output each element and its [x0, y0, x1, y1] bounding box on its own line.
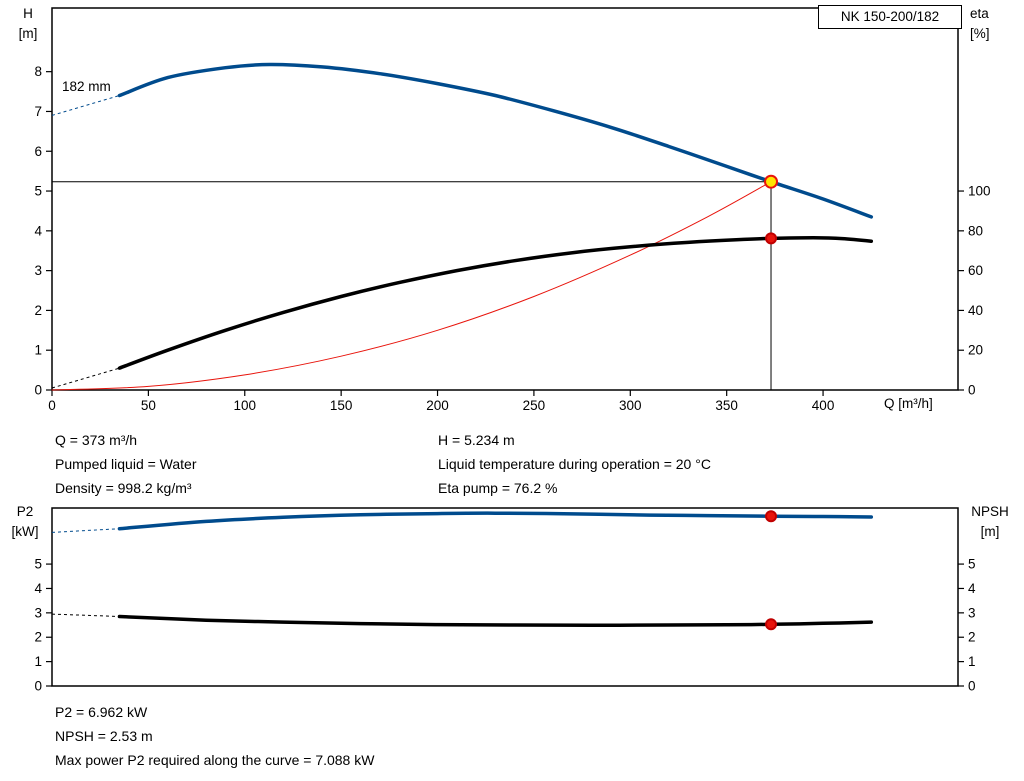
result-info: P2 = 6.962 kW NPSH = 2.53 m Max power P2…: [55, 700, 374, 772]
h-axis-title: H [m]: [6, 4, 50, 44]
y-left-tick-label: 5: [34, 557, 42, 572]
h-axis-unit: [m]: [18, 26, 38, 41]
x-tick-label: 50: [141, 398, 156, 413]
eta-point-marker[interactable]: [765, 232, 778, 245]
y-left-tick-label: 6: [34, 144, 42, 159]
y-left-tick-label: 0: [34, 679, 42, 694]
p2-curve[interactable]: [117, 511, 874, 531]
y-left-tick-label: 3: [34, 263, 42, 278]
eta-axis-unit: [%]: [970, 26, 990, 41]
p2-axis-label: P2: [16, 504, 34, 519]
y-right-tick-label: 40: [968, 303, 983, 318]
info-max-power: Max power P2 required along the curve = …: [55, 752, 375, 768]
efficiency-curve-lead: [51, 367, 120, 389]
plot-frame: [51, 7, 959, 391]
h-axis-label: H: [23, 6, 33, 21]
npsh-curve-lead: [51, 613, 120, 617]
p2-axis-unit: [kW]: [11, 524, 39, 539]
x-tick-label: 350: [715, 398, 738, 413]
npsh-curve[interactable]: [117, 614, 874, 628]
info-liquid-temperature: Liquid temperature during operation = 20…: [438, 456, 711, 472]
npsh-axis-label: NPSH: [971, 504, 1009, 519]
y-left-tick-label: 4: [34, 581, 42, 596]
duty-info-right: H = 5.234 m Liquid temperature during op…: [438, 428, 711, 500]
y-right-tick-label: 3: [968, 605, 976, 620]
duty-info-left: Q = 373 m³/h Pumped liquid = Water Densi…: [55, 428, 197, 500]
y-right-tick-label: 20: [968, 343, 983, 358]
npsh-point-marker[interactable]: [765, 618, 778, 631]
y-left-tick-label: 3: [34, 605, 42, 620]
x-tick-label: 150: [330, 398, 353, 413]
y-left-tick-label: 2: [34, 303, 42, 318]
p2-curve-lead: [51, 528, 120, 533]
y-right-tick-label: 0: [968, 679, 976, 694]
x-tick-label: 100: [234, 398, 257, 413]
head-curve[interactable]: [117, 62, 874, 219]
efficiency-curve[interactable]: [117, 236, 874, 370]
x-tick-label: 0: [48, 398, 56, 413]
x-tick-label: 300: [619, 398, 642, 413]
y-left-tick-label: 5: [34, 184, 42, 199]
y-right-tick-label: 5: [968, 557, 976, 572]
npsh-axis-title: NPSH [m]: [962, 502, 1018, 542]
eta-axis-title: eta [%]: [970, 4, 1020, 44]
system-curve[interactable]: [51, 181, 772, 391]
y-left-tick-label: 8: [34, 64, 42, 79]
p2-axis-title: P2 [kW]: [2, 502, 48, 542]
y-right-tick-label: 1: [968, 654, 976, 669]
y-right-tick-label: 2: [968, 630, 976, 645]
head-curve-lead: [51, 95, 120, 116]
p2-point-marker[interactable]: [765, 510, 778, 523]
y-left-tick-label: 7: [34, 104, 42, 119]
y-left-tick-label: 4: [34, 223, 42, 238]
info-npsh: NPSH = 2.53 m: [55, 728, 153, 744]
y-left-tick-label: 1: [34, 343, 42, 358]
y-right-tick-label: 0: [968, 383, 976, 398]
plot-frame: [51, 507, 959, 687]
impeller-diameter-label: 182 mm: [62, 79, 111, 94]
duty-point-marker[interactable]: [764, 174, 779, 189]
eta-axis-label: eta: [970, 6, 989, 21]
pump-type-box: NK 150-200/182: [818, 5, 962, 29]
y-left-tick-label: 2: [34, 630, 42, 645]
y-right-tick-label: 80: [968, 223, 983, 238]
y-left-tick-label: 1: [34, 654, 42, 669]
info-head: H = 5.234 m: [438, 432, 515, 448]
x-tick-label: 400: [812, 398, 835, 413]
y-right-tick-label: 60: [968, 263, 983, 278]
x-tick-label: 200: [426, 398, 449, 413]
npsh-axis-unit: [m]: [980, 524, 1000, 539]
q-axis-title: Q [m³/h]: [884, 396, 933, 411]
y-right-tick-label: 4: [968, 581, 976, 596]
info-flow: Q = 373 m³/h: [55, 432, 138, 448]
y-left-tick-label: 0: [34, 383, 42, 398]
x-tick-label: 250: [523, 398, 546, 413]
info-eta-pump: Eta pump = 76.2 %: [438, 480, 558, 496]
info-density: Density = 998.2 kg/m³: [55, 480, 192, 496]
info-pumped-liquid: Pumped liquid = Water: [55, 456, 197, 472]
y-right-tick-label: 100: [968, 184, 991, 199]
info-p2: P2 = 6.962 kW: [55, 704, 148, 720]
